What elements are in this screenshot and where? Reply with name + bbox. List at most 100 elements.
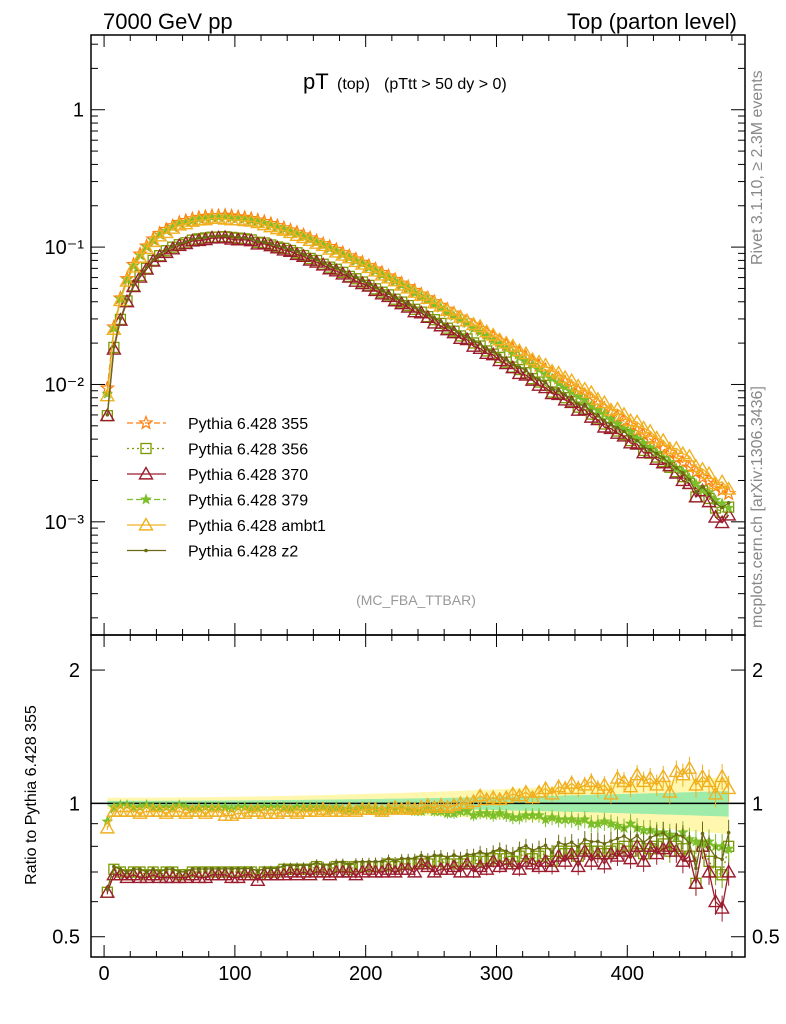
x-tick-label: 400 [611, 963, 644, 985]
data-point [707, 475, 724, 490]
ratio-point [354, 864, 371, 878]
data-point [400, 280, 416, 294]
legend-marker [138, 517, 154, 531]
data-point [701, 465, 717, 480]
ratio-point [308, 803, 325, 817]
ratio-point [340, 860, 345, 864]
ratio-point [577, 777, 593, 791]
ratio-point [668, 763, 685, 778]
ratio-point [295, 863, 299, 868]
ratio-point [374, 864, 390, 878]
ratio-point [315, 864, 331, 878]
data-point [373, 285, 378, 290]
ratio-point [694, 866, 698, 871]
ratio-point [170, 867, 175, 871]
ratio-tick-label: 2 [69, 660, 80, 682]
ratio-point [628, 838, 633, 843]
data-point [576, 402, 581, 406]
ratio-point [334, 860, 339, 864]
ratio-point [262, 866, 267, 871]
ratio-point [158, 805, 174, 819]
ratio-point [596, 777, 613, 791]
ratio-point [210, 867, 214, 871]
ratio-point [236, 805, 253, 819]
data-point [348, 273, 364, 287]
data-point [407, 284, 423, 298]
ratio-point [681, 760, 698, 774]
ratio-point [348, 803, 364, 817]
ratio-point [191, 803, 207, 817]
ratio-point [478, 791, 495, 806]
ratio-point [157, 870, 162, 874]
data-point [694, 469, 711, 485]
data-point [118, 316, 123, 321]
ratio-point [662, 784, 678, 798]
data-point [151, 228, 168, 242]
ratio-point [314, 860, 319, 865]
data-point [465, 335, 469, 339]
ratio-point [439, 861, 456, 875]
ratio-point [197, 867, 201, 871]
data-point [713, 501, 718, 506]
ratio-point [145, 866, 161, 881]
data-point [164, 248, 169, 252]
data-point [412, 305, 417, 310]
ratio-point [603, 845, 619, 860]
data-point [511, 342, 528, 357]
ratio-point [458, 855, 463, 860]
data-point [445, 324, 450, 328]
ratio-point [511, 851, 515, 856]
data-point [596, 414, 600, 418]
ticks: 0 100 200 300 400 10⁻³ 10⁻² 10⁻¹ 1 0.5 0.5 1 1 2 2 [45, 35, 780, 985]
data-point [654, 451, 659, 456]
ratio-point [386, 856, 391, 861]
data-point [132, 249, 148, 263]
data-point [439, 321, 456, 336]
ratio-point [531, 784, 547, 798]
ratio-point [249, 866, 254, 871]
ratio-point [707, 893, 724, 908]
ratio-point [461, 805, 473, 817]
ratio-point [635, 853, 652, 867]
data-point [628, 435, 633, 440]
data-point [151, 257, 155, 262]
data-point [374, 285, 390, 300]
data-point [144, 265, 149, 270]
data-point [138, 261, 155, 275]
ratio-point [491, 849, 496, 854]
ratio-point [412, 856, 417, 861]
data-point [433, 317, 449, 332]
ratio-point [433, 797, 449, 811]
ratio-point [589, 839, 594, 844]
ratio-point [399, 856, 404, 861]
series-line-main [106, 215, 730, 509]
data-point [478, 342, 482, 346]
data-point [360, 278, 365, 283]
data-point [674, 466, 679, 470]
ratio-point [269, 866, 273, 871]
data-point [681, 471, 685, 475]
ratio-point [197, 869, 214, 884]
data-point [591, 404, 604, 416]
data-point [582, 404, 587, 408]
ratio-point [570, 780, 586, 795]
ratio-point [530, 848, 535, 853]
ratio-point [322, 866, 338, 881]
data-point [334, 266, 339, 270]
data-point [531, 354, 547, 368]
legend-item: Pythia 6.428 ambt1 [127, 517, 326, 535]
data-point [243, 213, 259, 227]
ratio-point [642, 838, 658, 852]
ratio-point [616, 773, 632, 788]
data-point [458, 332, 463, 336]
ratio-point [563, 842, 567, 847]
ratio-point [635, 773, 652, 788]
ratio-point [720, 857, 724, 862]
data-point [289, 246, 305, 261]
ratio-point [624, 817, 637, 829]
ratio-point [524, 843, 528, 848]
data-point [690, 477, 702, 490]
ratio-point [380, 861, 397, 875]
data-point [642, 423, 658, 437]
data-point [563, 393, 567, 397]
